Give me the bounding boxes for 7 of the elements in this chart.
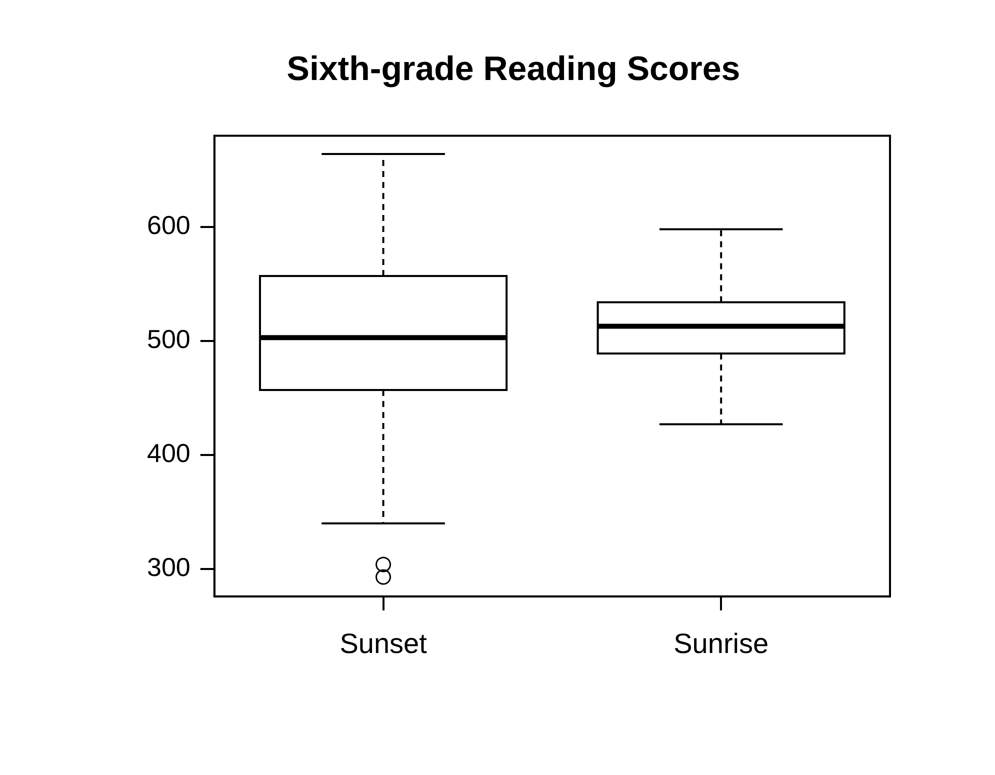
chart-title: Sixth-grade Reading Scores bbox=[286, 50, 740, 88]
y-tick-label: 400 bbox=[146, 438, 190, 468]
x-tick-label: Sunset bbox=[340, 628, 428, 659]
y-tick-label: 300 bbox=[146, 552, 190, 582]
x-tick-label: Sunrise bbox=[674, 628, 769, 659]
y-tick-label: 600 bbox=[146, 210, 190, 240]
y-tick-label: 500 bbox=[146, 324, 190, 354]
